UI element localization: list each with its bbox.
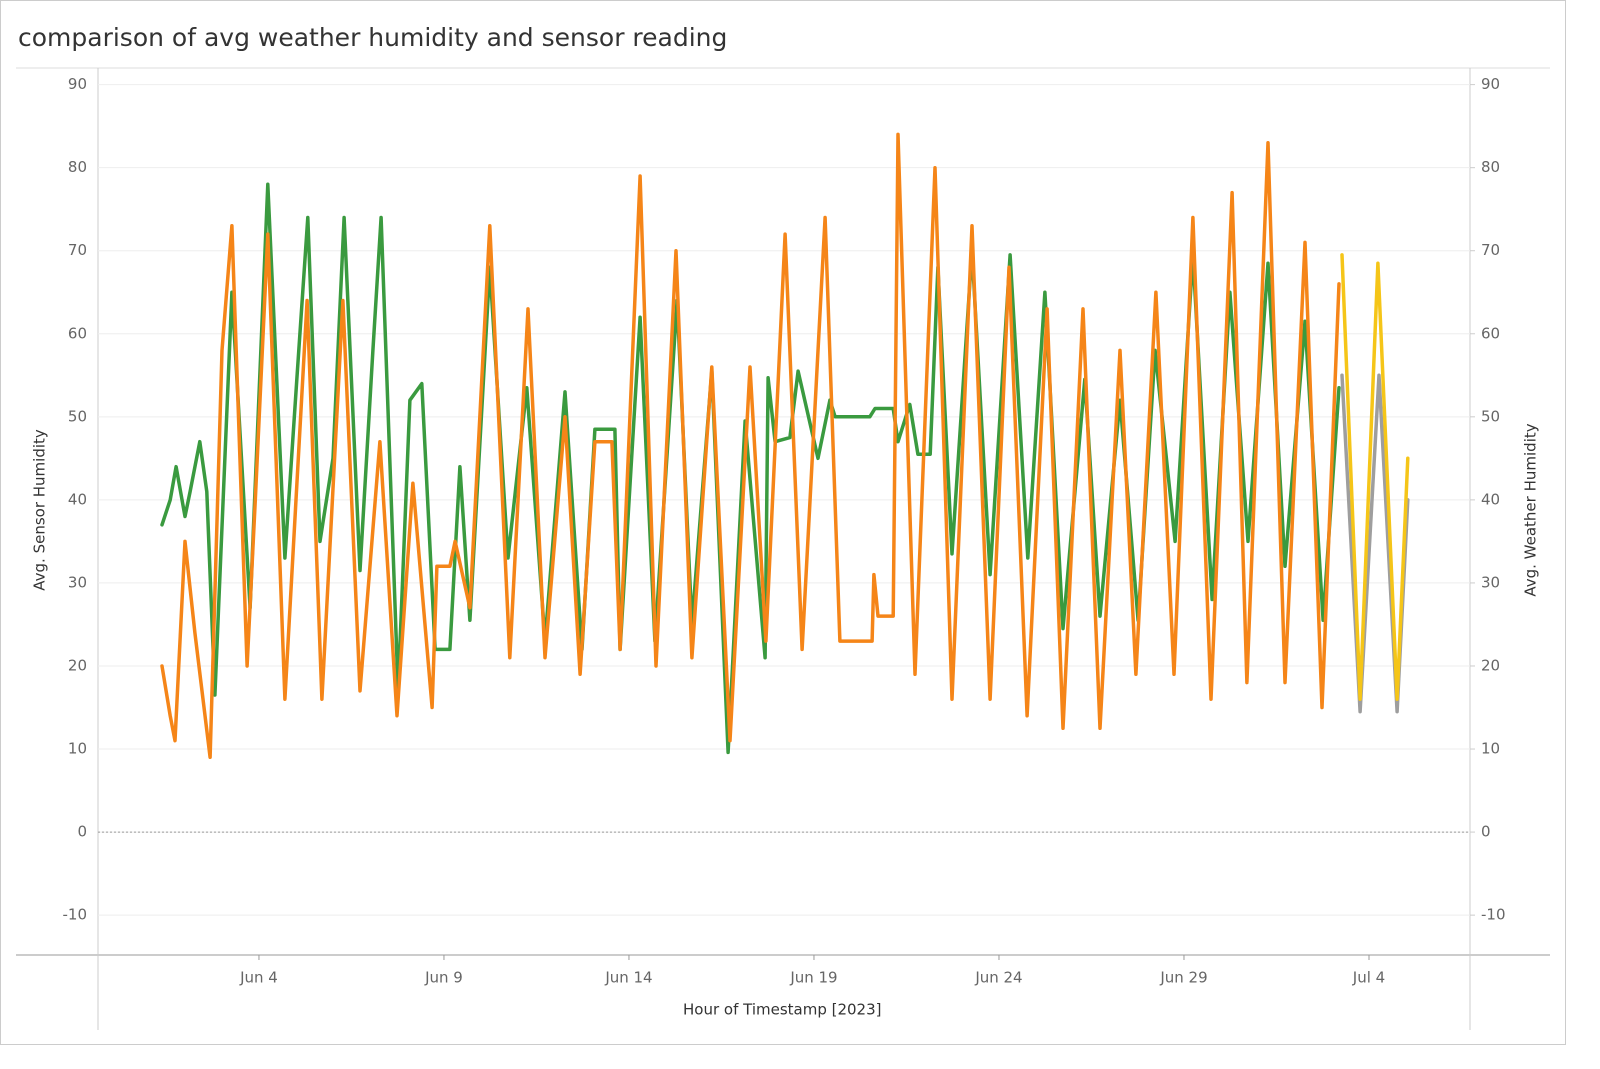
y-tick-label: 50 <box>68 407 87 425</box>
x-axis-title: Hour of Timestamp [2023] <box>683 1001 882 1019</box>
series-line <box>160 182 1341 755</box>
chart-title: comparison of avg weather humidity and s… <box>18 23 727 52</box>
y2-tick-label: 0 <box>1481 823 1491 841</box>
y-tick-label: 10 <box>68 740 87 758</box>
y2-tick-label: 80 <box>1481 158 1500 176</box>
series-line <box>1340 253 1410 701</box>
y2-tick-label: 50 <box>1481 407 1500 425</box>
y-tick-label: 60 <box>68 324 87 342</box>
x-tick-label: Jun 24 <box>974 969 1022 987</box>
y2-tick-label: 20 <box>1481 656 1500 674</box>
y-tick-label: 70 <box>68 241 87 259</box>
y-tick-label: -10 <box>63 906 88 924</box>
x-tick-label: Jun 4 <box>239 969 278 987</box>
y2-tick-label: 70 <box>1481 241 1500 259</box>
y2-tick-label: 60 <box>1481 324 1500 342</box>
y2-tick-label: 30 <box>1481 573 1500 591</box>
x-tick-label: Jun 19 <box>789 969 837 987</box>
y2-axis-title: Avg. Weather Humidity <box>1522 423 1540 596</box>
y-tick-label: 80 <box>68 158 87 176</box>
y-axis-title: Avg. Sensor Humidity <box>31 429 49 591</box>
x-tick-label: Jul 4 <box>1352 969 1385 987</box>
x-tick-label: Jun 9 <box>424 969 463 987</box>
frame <box>0 0 1566 1045</box>
y2-tick-label: 10 <box>1481 740 1500 758</box>
y-tick-label: 30 <box>68 573 87 591</box>
y-tick-label: 20 <box>68 656 87 674</box>
y-tick-label: 90 <box>68 75 87 93</box>
y2-tick-label: -10 <box>1481 906 1506 924</box>
y-tick-label: 40 <box>68 490 87 508</box>
y2-tick-label: 40 <box>1481 490 1500 508</box>
series-line <box>160 132 1341 760</box>
x-tick-label: Jun 29 <box>1159 969 1207 987</box>
x-tick-label: Jun 14 <box>604 969 652 987</box>
y-tick-label: 0 <box>77 823 87 841</box>
y2-tick-label: 90 <box>1481 75 1500 93</box>
